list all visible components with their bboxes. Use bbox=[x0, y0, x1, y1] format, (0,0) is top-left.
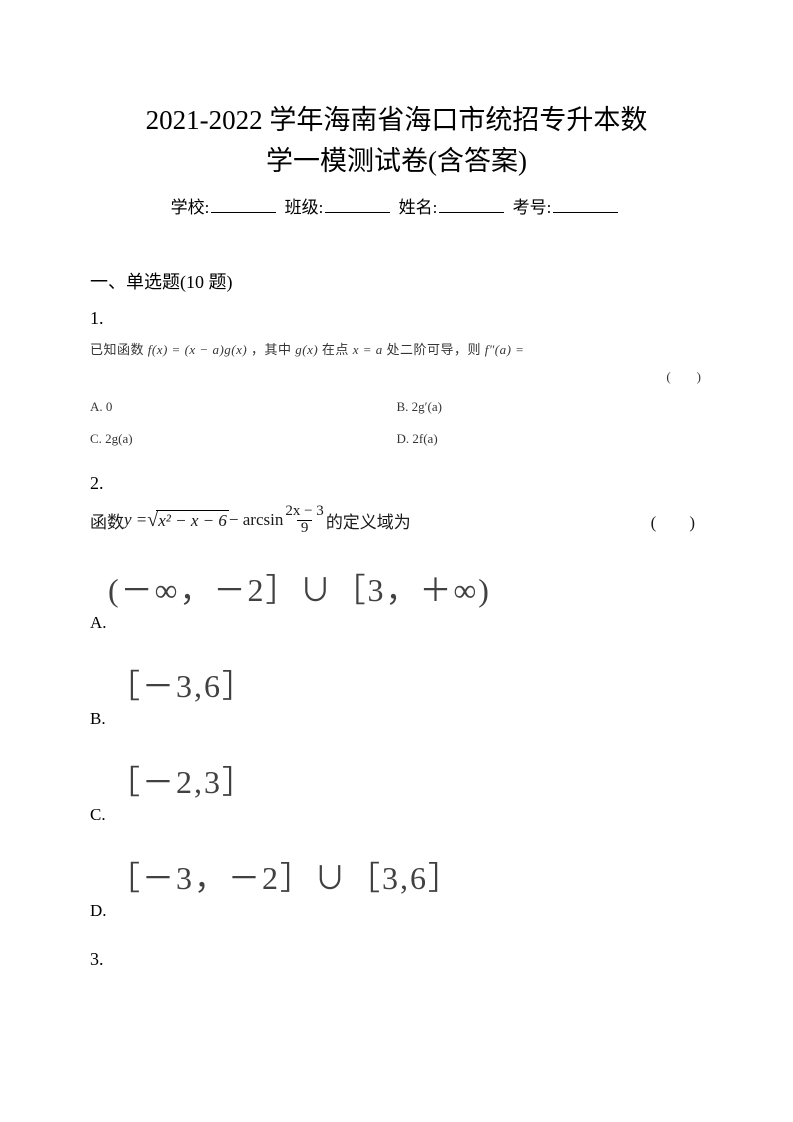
name-blank bbox=[439, 196, 504, 213]
q1-stem-prefix: 已知函数 bbox=[90, 342, 148, 357]
q2-option-d-block: ［－3，－2］∪［3,6］ D. bbox=[90, 853, 703, 921]
q1-option-c: C. 2g(a) bbox=[90, 431, 397, 447]
examno-label: 考号: bbox=[513, 198, 552, 217]
student-info-line: 学校: 班级: 姓名: 考号: bbox=[90, 193, 703, 218]
q2-option-d-math: ［－3，－2］∪［3,6］ bbox=[108, 853, 703, 899]
q1-fpa: f″(a) = bbox=[485, 342, 525, 357]
q1-option-b: B. 2g′(a) bbox=[397, 399, 704, 415]
q2-option-b-block: ［－3,6］ B. bbox=[90, 661, 703, 729]
q2-option-c-math: ［－2,3］ bbox=[108, 757, 703, 803]
q2-number: 2. bbox=[90, 473, 703, 494]
q2-stem-left: 函数 y = √ x² − x − 6 − arcsin 2x − 3 9 的定… bbox=[90, 504, 411, 537]
class-blank bbox=[325, 196, 390, 213]
q2-suffix: 的定义域为 bbox=[326, 508, 411, 533]
q2-option-c-label: C. bbox=[90, 805, 703, 825]
exam-title: 2021-2022 学年海南省海口市统招专升本数 学一模测试卷(含答案) bbox=[90, 100, 703, 181]
q2-option-b-math: ［－3,6］ bbox=[108, 661, 703, 707]
q3-number: 3. bbox=[90, 949, 703, 970]
q1-option-a: A. 0 bbox=[90, 399, 397, 415]
q1-number: 1. bbox=[90, 308, 703, 329]
q1-options: A. 0 B. 2g′(a) C. 2g(a) D. 2f(a) bbox=[90, 399, 703, 447]
sqrt-expression: √ x² − x − 6 bbox=[147, 510, 229, 531]
q2-answer-paren: ( ) bbox=[651, 508, 703, 533]
sqrt-body: x² − x − 6 bbox=[156, 510, 229, 531]
q2-option-b-label: B. bbox=[90, 709, 703, 729]
q1-mid2: 在点 bbox=[322, 342, 353, 357]
q1-stem: 已知函数 f(x) = (x − a)g(x) ，其中 g(x) 在点 x = … bbox=[90, 339, 703, 358]
examno-blank bbox=[553, 196, 618, 213]
q1-answer-paren: ( ) bbox=[90, 366, 703, 385]
fraction: 2x − 3 9 bbox=[285, 504, 323, 537]
fraction-numerator: 2x − 3 bbox=[285, 504, 323, 520]
school-label: 学校: bbox=[171, 198, 210, 217]
q2-option-d-label: D. bbox=[90, 901, 703, 921]
q1-fx: f(x) = (x − a)g(x) bbox=[148, 342, 247, 357]
q2-yeq: y = bbox=[124, 510, 147, 530]
title-line-2: 学一模测试卷(含答案) bbox=[266, 146, 527, 176]
section-heading: 一、单选题(10 题) bbox=[90, 268, 703, 294]
q2-option-a-block: (－∞，－2］∪［3，＋∞) A. bbox=[90, 565, 703, 633]
q2-option-a-label: A. bbox=[90, 613, 703, 633]
q1-mid3: 处二阶可导，则 bbox=[386, 342, 484, 357]
class-label: 班级: bbox=[285, 198, 324, 217]
q1-gx: g(x) bbox=[295, 342, 318, 357]
q1-mid: ，其中 bbox=[251, 342, 295, 357]
q2-minus-arcsin: − arcsin bbox=[229, 510, 283, 530]
q1-option-d: D. 2f(a) bbox=[397, 431, 704, 447]
school-blank bbox=[211, 196, 276, 213]
q2-stem: 函数 y = √ x² − x − 6 − arcsin 2x − 3 9 的定… bbox=[90, 504, 703, 537]
fraction-denominator: 9 bbox=[297, 520, 313, 537]
q1-xa: x = a bbox=[353, 342, 383, 357]
q2-option-a-math: (－∞，－2］∪［3，＋∞) bbox=[108, 565, 703, 611]
q2-prefix: 函数 bbox=[90, 508, 124, 533]
q2-option-c-block: ［－2,3］ C. bbox=[90, 757, 703, 825]
title-line-1: 2021-2022 学年海南省海口市统招专升本数 bbox=[146, 105, 648, 135]
name-label: 姓名: bbox=[399, 198, 438, 217]
